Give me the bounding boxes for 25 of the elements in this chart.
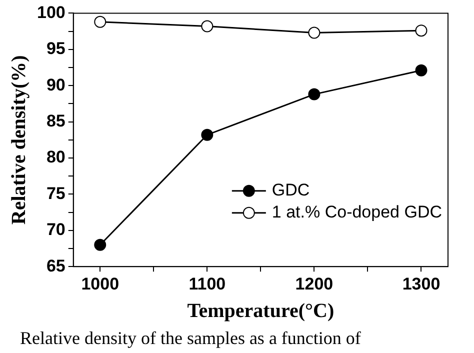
x-tick-label: 1100 [188,274,226,294]
x-tick-label: 1200 [295,274,334,294]
y-tick-label: 95 [46,39,66,58]
y-tick-label: 70 [46,220,66,240]
x-tick-label: 1300 [402,274,440,294]
legend-label: GDC [272,180,310,200]
x-tick-label: 1000 [81,274,120,294]
x-axis-title: Temperature(°C) [187,300,334,322]
point [415,24,428,37]
point [94,238,106,251]
y-tick-label: 85 [46,111,66,130]
point [308,26,320,39]
point [201,20,214,32]
point [415,64,428,76]
y-tick-label: 65 [46,256,66,276]
text: Relative density of the samples as a function of [20,328,361,349]
y-tick-label: 90 [46,75,66,94]
legend-label: 1 at.% Co-doped GDC [272,202,442,222]
y-tick-label: 100 [36,2,66,22]
y-axis-title: Relative density(%) [8,55,30,225]
y-tick-label: 80 [46,148,66,167]
y-tick-label: 75 [46,184,66,203]
point [201,128,214,141]
point [94,16,106,28]
point [308,88,320,100]
